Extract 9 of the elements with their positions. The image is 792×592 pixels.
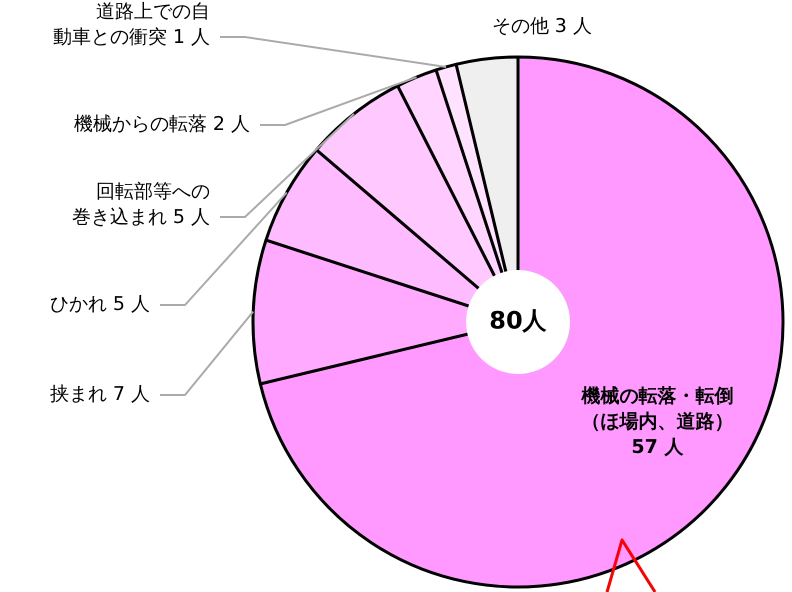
slice-label: 機械からの転落 2 人	[74, 113, 250, 136]
data-label: 57 人	[631, 436, 684, 458]
slice-label: その他 3 人	[492, 15, 592, 38]
slice-label: 道路上での自動車との衝突 1 人	[52, 0, 210, 48]
slice-label: 回転部等への巻き込まれ 5 人	[72, 180, 210, 228]
slice-label: 機械の転落・転倒（ほ場内、道路）	[580, 384, 734, 432]
slice-label: ひかれ 5 人	[50, 293, 150, 316]
slice-label: 挟まれ 7 人	[50, 383, 150, 406]
text: 80人	[489, 306, 548, 335]
